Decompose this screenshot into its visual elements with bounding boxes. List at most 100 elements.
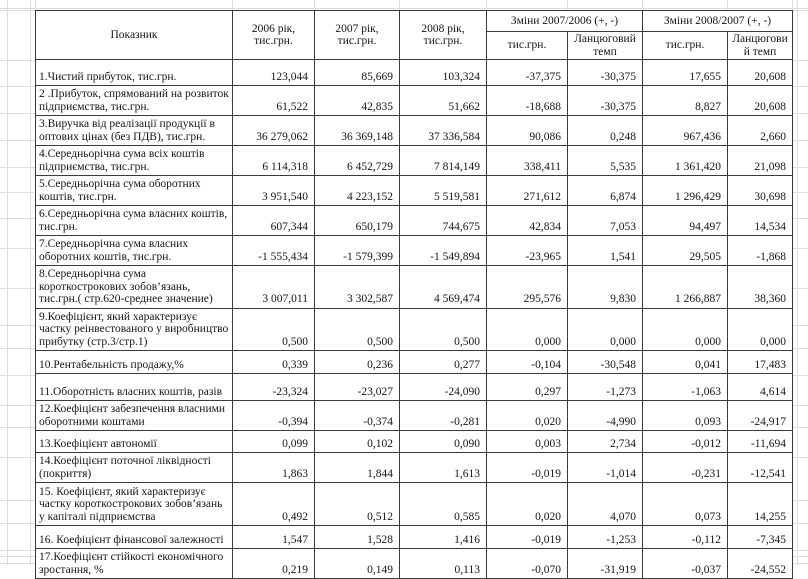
indicator-cell[interactable]: 3.Виручка від реалізації продукції в опт… xyxy=(35,115,233,146)
value-cell[interactable]: 17,483 xyxy=(727,350,793,374)
value-cell[interactable]: 17,655 xyxy=(642,59,728,86)
value-cell[interactable]: 1 266,887 xyxy=(642,265,728,309)
value-cell[interactable]: -23,965 xyxy=(486,235,568,266)
value-cell[interactable]: 0,219 xyxy=(232,548,315,579)
subcol-header-tys-grn-2[interactable]: тис.грн. xyxy=(642,31,728,60)
value-cell[interactable]: -24,090 xyxy=(399,373,487,401)
subcol-header-chain-rate-2[interactable]: Ланцюговий темп xyxy=(727,31,793,60)
value-cell[interactable]: 90,086 xyxy=(486,115,568,146)
indicator-cell[interactable]: 14.Коефіцієнт поточної ліквідності (покр… xyxy=(35,452,233,483)
value-cell[interactable]: -11,694 xyxy=(727,430,793,453)
value-cell[interactable]: -23,324 xyxy=(232,373,315,401)
value-cell[interactable]: 0,500 xyxy=(232,307,315,351)
value-cell[interactable]: 0,073 xyxy=(642,482,728,526)
indicator-cell[interactable]: 7.Середньорічна сума власних оборотних к… xyxy=(35,235,233,266)
value-cell[interactable]: 21,098 xyxy=(727,145,793,176)
value-cell[interactable]: 14,534 xyxy=(727,205,793,236)
value-cell[interactable]: 2,660 xyxy=(727,115,793,146)
value-cell[interactable]: -0,012 xyxy=(642,430,728,453)
indicator-cell[interactable]: 15. Коефіцієнт, який характеризує частку… xyxy=(35,482,233,526)
value-cell[interactable]: -1,253 xyxy=(567,525,643,549)
value-cell[interactable]: 0,500 xyxy=(399,307,487,351)
value-cell[interactable]: 7,053 xyxy=(567,205,643,236)
value-cell[interactable]: -0,374 xyxy=(314,400,400,431)
value-cell[interactable]: -1 549,894 xyxy=(399,235,487,266)
value-cell[interactable]: 0,297 xyxy=(486,373,568,401)
value-cell[interactable]: 123,044 xyxy=(232,59,315,86)
value-cell[interactable]: -0,019 xyxy=(486,525,568,549)
indicator-cell[interactable]: 1.Чистий прибуток, тис.грн. xyxy=(35,59,233,86)
value-cell[interactable]: -0,112 xyxy=(642,525,728,549)
value-cell[interactable]: -37,375 xyxy=(486,59,568,86)
value-cell[interactable]: 0,093 xyxy=(642,400,728,431)
value-cell[interactable]: -24,552 xyxy=(727,548,793,579)
value-cell[interactable]: 0,149 xyxy=(314,548,400,579)
value-cell[interactable]: 1,863 xyxy=(232,452,315,483)
value-cell[interactable]: -1,063 xyxy=(642,373,728,401)
value-cell[interactable]: 0,003 xyxy=(486,430,568,453)
value-cell[interactable]: 0,512 xyxy=(314,482,400,526)
value-cell[interactable]: 1,547 xyxy=(232,525,315,549)
value-cell[interactable]: 6 452,729 xyxy=(314,145,400,176)
value-cell[interactable]: -4,990 xyxy=(567,400,643,431)
value-cell[interactable]: 1,528 xyxy=(314,525,400,549)
value-cell[interactable]: -23,027 xyxy=(314,373,400,401)
value-cell[interactable]: -0,070 xyxy=(486,548,568,579)
value-cell[interactable]: 3 007,011 xyxy=(232,265,315,309)
value-cell[interactable]: -30,548 xyxy=(567,350,643,374)
indicator-cell[interactable]: 17.Коефіцієнт стійкості економічного зро… xyxy=(35,548,233,579)
subcol-header-tys-grn-1[interactable]: тис.грн. xyxy=(486,31,568,60)
value-cell[interactable]: 0,236 xyxy=(314,350,400,374)
value-cell[interactable]: -1 579,399 xyxy=(314,235,400,266)
value-cell[interactable]: 30,698 xyxy=(727,175,793,206)
value-cell[interactable]: -1 555,434 xyxy=(232,235,315,266)
value-cell[interactable]: -12,541 xyxy=(727,452,793,483)
value-cell[interactable]: 1 296,429 xyxy=(642,175,728,206)
value-cell[interactable]: 36 369,148 xyxy=(314,115,400,146)
value-cell[interactable]: -0,019 xyxy=(486,452,568,483)
value-cell[interactable]: 967,436 xyxy=(642,115,728,146)
value-cell[interactable]: 0,248 xyxy=(567,115,643,146)
indicator-cell[interactable]: 10.Рентабельність продажу,% xyxy=(35,350,233,374)
value-cell[interactable]: 0,000 xyxy=(486,307,568,351)
value-cell[interactable]: -7,345 xyxy=(727,525,793,549)
value-cell[interactable]: 1,613 xyxy=(399,452,487,483)
col-group-changes-2008-2007[interactable]: Зміни 2008/2007 (+, -) xyxy=(642,10,793,32)
value-cell[interactable]: 6 114,318 xyxy=(232,145,315,176)
col-group-changes-2007-2006[interactable]: Зміни 2007/2006 (+, -) xyxy=(486,10,643,32)
value-cell[interactable]: 744,675 xyxy=(399,205,487,236)
value-cell[interactable]: 3 951,540 xyxy=(232,175,315,206)
value-cell[interactable]: 0,492 xyxy=(232,482,315,526)
value-cell[interactable]: 38,360 xyxy=(727,265,793,309)
value-cell[interactable]: 42,834 xyxy=(486,205,568,236)
value-cell[interactable]: 650,179 xyxy=(314,205,400,236)
value-cell[interactable]: -0,037 xyxy=(642,548,728,579)
value-cell[interactable]: 5 519,581 xyxy=(399,175,487,206)
value-cell[interactable]: 61,522 xyxy=(232,85,315,116)
value-cell[interactable]: -0,394 xyxy=(232,400,315,431)
value-cell[interactable]: 0,102 xyxy=(314,430,400,453)
value-cell[interactable]: 4 223,152 xyxy=(314,175,400,206)
value-cell[interactable]: 94,497 xyxy=(642,205,728,236)
value-cell[interactable]: 9,830 xyxy=(567,265,643,309)
value-cell[interactable]: 51,662 xyxy=(399,85,487,116)
value-cell[interactable]: 37 336,584 xyxy=(399,115,487,146)
value-cell[interactable]: 14,255 xyxy=(727,482,793,526)
col-header-2008[interactable]: 2008 рік, тис.грн. xyxy=(399,10,487,60)
value-cell[interactable]: 6,874 xyxy=(567,175,643,206)
value-cell[interactable]: -30,375 xyxy=(567,59,643,86)
value-cell[interactable]: 5,535 xyxy=(567,145,643,176)
value-cell[interactable]: 20,608 xyxy=(727,85,793,116)
value-cell[interactable]: -18,688 xyxy=(486,85,568,116)
value-cell[interactable]: -31,919 xyxy=(567,548,643,579)
value-cell[interactable]: 4,070 xyxy=(567,482,643,526)
indicator-cell[interactable]: 8.Середньорічна сума короткострокових зо… xyxy=(35,265,233,309)
value-cell[interactable]: 42,835 xyxy=(314,85,400,116)
value-cell[interactable]: -24,917 xyxy=(727,400,793,431)
indicator-cell[interactable]: 9.Коефіцієнт, який характеризує частку р… xyxy=(35,307,233,351)
value-cell[interactable]: -1,273 xyxy=(567,373,643,401)
value-cell[interactable]: -0,281 xyxy=(399,400,487,431)
value-cell[interactable]: 85,669 xyxy=(314,59,400,86)
value-cell[interactable]: 36 279,062 xyxy=(232,115,315,146)
col-header-2006[interactable]: 2006 рік, тис.грн. xyxy=(232,10,315,60)
